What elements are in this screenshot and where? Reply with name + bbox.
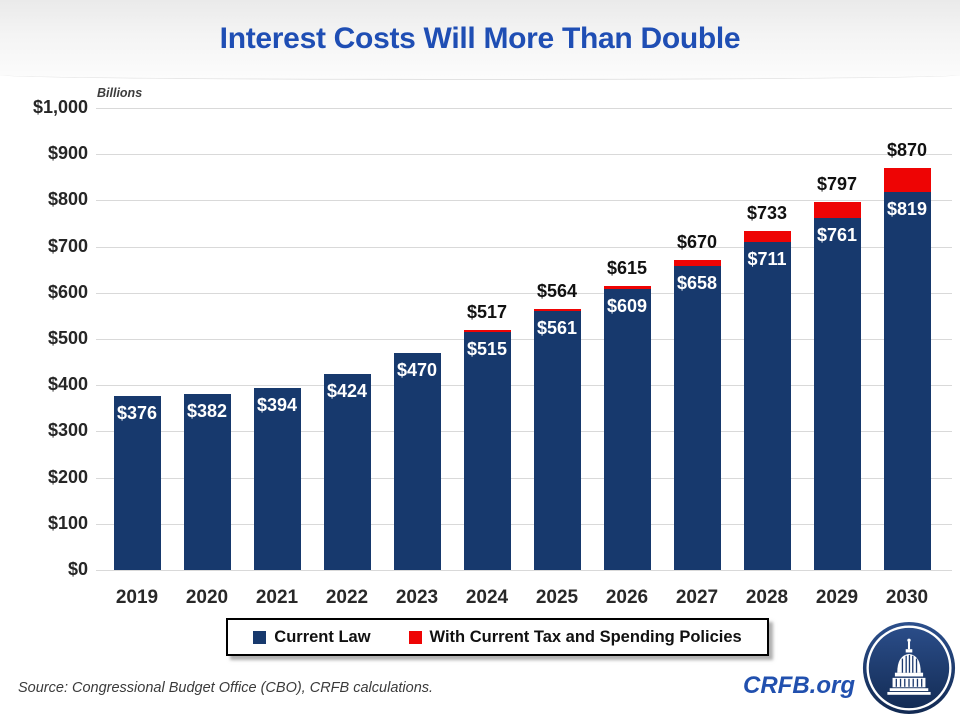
chart-title: Interest Costs Will More Than Double: [219, 22, 741, 55]
x-axis-label-2029: 2029: [815, 587, 859, 608]
bar-current-law-2022: [323, 374, 371, 570]
x-axis-label-2021: 2021: [255, 587, 299, 608]
legend-label-policies: With Current Tax and Spending Policies: [429, 627, 742, 646]
bar-value-label-2025: $561: [536, 318, 578, 338]
bar-current-law-2029: [813, 218, 861, 570]
bar-current-law-2020: [183, 394, 231, 570]
bar-current-law-2021: [253, 388, 301, 570]
bar-value-label-2020: $382: [186, 401, 228, 421]
bar-policy-cap-2026: [603, 286, 651, 289]
gridline: [96, 524, 952, 525]
bar-total-label-2030: $870: [886, 140, 928, 160]
bar-policy-cap-2029: [813, 202, 861, 218]
crfb-capitol-logo: [862, 621, 956, 715]
bar-total-label-2029: $797: [816, 174, 858, 194]
y-axis-tick-label: $800: [47, 189, 88, 209]
bar-value-label-2026: $609: [606, 296, 648, 316]
capitol-dome-ribs: [895, 654, 923, 687]
y-axis-tick-label: $900: [47, 143, 88, 163]
header-band: [0, 0, 960, 80]
x-axis-label-2020: 2020: [185, 587, 229, 608]
gridline: [96, 570, 952, 571]
x-axis-label-2019: 2019: [115, 587, 159, 608]
bar-value-label-2023: $470: [396, 360, 438, 380]
bar-current-law-2028: [743, 242, 791, 570]
bar-current-law-2025: [533, 311, 581, 570]
bar-value-label-2021: $394: [256, 395, 298, 415]
x-axis-label-2023: 2023: [395, 587, 439, 608]
bar-value-label-2019: $376: [116, 403, 158, 423]
y-axis-units-label: Billions: [97, 86, 143, 100]
gridline: [96, 478, 952, 479]
legend-item-current-law: Current Law: [253, 627, 371, 647]
y-axis-tick-label: $700: [47, 236, 88, 256]
x-axis-label-2024: 2024: [465, 587, 509, 608]
bar-current-law-2027: [673, 266, 721, 570]
y-axis-tick-label: $600: [47, 282, 88, 302]
y-axis-tick-label: $200: [47, 467, 88, 487]
bar-current-law-2030: [883, 192, 931, 570]
gridline: [96, 108, 952, 109]
bar-policy-cap-2025: [533, 309, 581, 311]
gridline: [96, 247, 952, 248]
bar-value-label-2029: $761: [816, 225, 858, 245]
bar-current-law-2023: [393, 353, 441, 570]
policies-swatch-icon: [408, 630, 422, 644]
gridline: [96, 339, 952, 340]
y-axis-tick-label: $0: [67, 559, 88, 579]
bar-total-label-2028: $733: [746, 203, 788, 223]
bar-current-law-2019: [113, 396, 161, 570]
gridline: [96, 200, 952, 201]
bar-total-label-2024: $517: [466, 302, 508, 322]
bar-value-label-2030: $819: [886, 199, 928, 219]
source-note: Source: Congressional Budget Office (CBO…: [18, 680, 434, 696]
gridline: [96, 431, 952, 432]
gridline: [96, 385, 952, 386]
y-axis-tick-label: $300: [47, 420, 88, 440]
bar-total-label-2026: $615: [606, 258, 648, 278]
bar-total-label-2027: $670: [676, 232, 718, 252]
x-axis-label-2022: 2022: [325, 587, 369, 608]
x-axis-label-2027: 2027: [675, 587, 719, 608]
x-axis-label-2028: 2028: [745, 587, 789, 608]
bar-current-law-2024: [463, 332, 511, 570]
legend-label-current-law: Current Law: [274, 627, 371, 646]
y-axis-tick-label: $500: [47, 328, 88, 348]
gridline: [96, 293, 952, 294]
x-axis-label-2025: 2025: [535, 587, 579, 608]
bar-current-law-2026: [603, 289, 651, 570]
bar-value-label-2022: $424: [326, 381, 368, 401]
bar-total-label-2025: $564: [536, 281, 578, 301]
bar-policy-cap-2027: [673, 260, 721, 266]
crfb-org-link[interactable]: CRFB.org: [743, 672, 855, 699]
legend-item-policies: With Current Tax and Spending Policies: [408, 627, 742, 647]
bar-value-label-2028: $711: [747, 249, 787, 269]
bar-policy-cap-2030: [883, 168, 931, 192]
legend: Current Law With Current Tax and Spendin…: [226, 618, 769, 656]
bar-value-label-2027: $658: [676, 273, 718, 293]
y-axis-tick-label: $1,000: [32, 97, 88, 117]
gridline: [96, 154, 952, 155]
bar-policy-cap-2024: [463, 330, 511, 332]
y-axis-tick-label: $100: [47, 513, 88, 533]
x-axis-label-2026: 2026: [605, 587, 649, 608]
current-law-swatch-icon: [253, 630, 267, 644]
y-axis-tick-label: $400: [47, 374, 88, 394]
bar-value-label-2024: $515: [466, 339, 508, 359]
x-axis-label-2030: 2030: [885, 587, 929, 608]
bar-policy-cap-2028: [743, 231, 791, 242]
